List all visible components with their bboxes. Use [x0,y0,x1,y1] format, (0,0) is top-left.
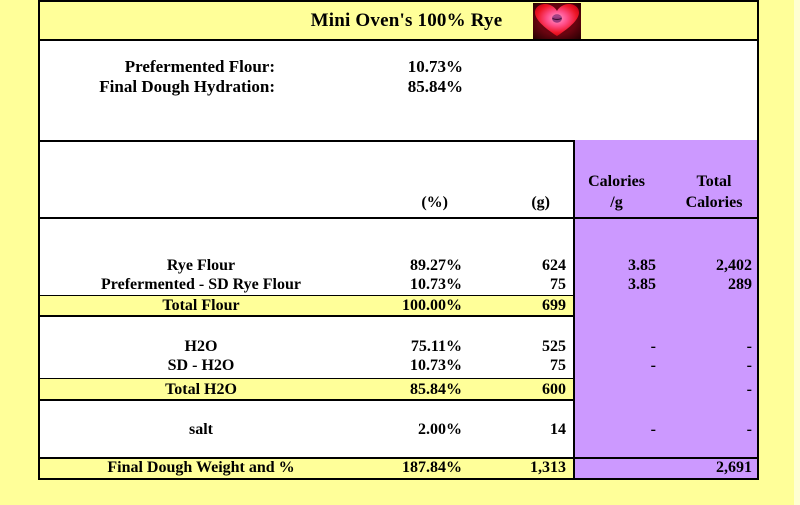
cell-percent: 75.11% [410,338,462,355]
table-row-total-h2o-calories: - [575,380,757,399]
cell-name: salt [189,421,213,438]
cell-calories-per-g: 3.85 [628,257,656,274]
cell-name: Rye Flour [166,257,236,274]
cell-calories-per-g: - [650,357,656,374]
cell-calories-per-g: - [650,421,656,438]
summary-label: Final Dough Hydration: [99,77,275,96]
screen-right-edge [794,0,800,505]
title-row: Mini Oven's 100% Rye [40,2,757,41]
summary-row-final-dough-hydration: Final Dough Hydration: 85.84% [40,77,757,97]
header-total-calories: Total Calories [658,171,754,213]
table-row-total-flour: Total Flour 100.00% 699 [40,295,573,317]
recipe-sheet: Mini Oven's 100% Rye Prefermented Flour:… [38,0,759,480]
cell-percent: 10.73% [410,276,462,293]
cell-percent: 187.84% [402,459,462,476]
cell-name: H2O [184,338,218,355]
cell-grams: 75 [550,276,566,293]
cell-total-calories: 2,402 [716,257,752,274]
cell-percent: 100.00% [402,297,462,314]
header-calories-line2: /g [610,194,623,211]
summary-row-prefermented-flour: Prefermented Flour: 10.73% [40,57,757,77]
cell-total-calories: - [746,421,752,438]
cell-percent: 85.84% [410,380,462,398]
cell-name: Final Dough Weight and % [107,459,295,476]
cell-name: Prefermented - SD Rye Flour [101,276,301,293]
cell-name: Total Flour [162,297,240,314]
cell-grams: 525 [542,338,566,355]
final-row-left: Final Dough Weight and % 187.84% 1,313 [40,459,573,478]
table-row-total-h2o: Total H2O 85.84% 600 [40,378,573,401]
calories-panel [575,140,757,478]
summary-label: Prefermented Flour: [124,57,275,76]
cell-gap [566,420,575,439]
heart-kiss-icon [533,3,581,39]
cell-grams: 14 [550,421,566,438]
table-header-row: (%) (g) Calories /g Total Calories [40,140,757,219]
cell-name: Total H2O [165,380,237,398]
cell-name: SD - H2O [167,357,235,374]
header-calories-per-g: Calories /g [575,171,658,213]
header-total-line2: Calories [685,194,743,211]
cell-total-calories: 2,691 [716,459,752,476]
summary-value: 85.84% [407,77,463,96]
cell-calories-per-g: 3.85 [628,276,656,293]
table-row-salt: salt 2.00% 14 - - [40,420,757,439]
table-row-h2o: H2O 75.11% 525 - - [40,337,757,356]
cell-grams: 1,313 [530,459,566,476]
header-percent: (%) [421,194,448,211]
cell-grams: 699 [542,297,566,314]
cell-total-calories: - [746,381,752,398]
cell-total-calories: - [746,338,752,355]
table-row-prefermented-sd-rye-flour: Prefermented - SD Rye Flour 10.73% 75 3.… [40,275,757,294]
cell-calories-per-g [575,459,656,478]
cell-percent: 10.73% [410,357,462,374]
cell-percent: 89.27% [410,257,462,274]
cell-total-calories: 289 [728,276,752,293]
cell-gap [566,256,575,275]
cell-percent: 2.00% [418,421,462,438]
header-grams: (g) [531,194,550,211]
cell-gap [566,275,575,294]
cell-grams: 75 [550,357,566,374]
cell-total-calories: - [746,357,752,374]
table-row-rye-flour: Rye Flour 89.27% 624 3.85 2,402 [40,256,757,275]
table-row-final-dough: Final Dough Weight and % 187.84% 1,313 2… [40,457,757,478]
cell-calories-per-g [575,380,656,399]
calories-panel-divider [573,140,575,478]
header-total-line1: Total [696,173,732,190]
header-calories-line1: Calories [588,173,645,190]
summary-box: Prefermented Flour: 10.73% Final Dough H… [40,41,757,142]
cell-calories-per-g: - [650,338,656,355]
cell-gap [566,337,575,356]
table-row-sd-h2o: SD - H2O 10.73% 75 - - [40,356,757,375]
cell-gap [566,356,575,375]
cell-grams: 600 [542,380,566,398]
cell-grams: 624 [542,257,566,274]
page-title: Mini Oven's 100% Rye [310,9,503,31]
summary-value: 10.73% [407,57,463,76]
